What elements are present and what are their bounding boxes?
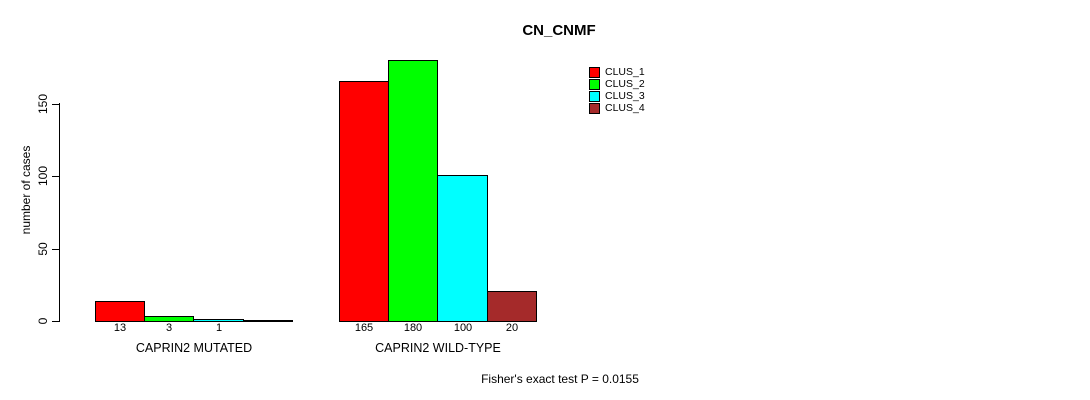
bar-value-label: 3: [165, 322, 173, 334]
y-tick-label: 150: [36, 93, 50, 115]
legend-label: CLUS_1: [605, 66, 645, 78]
bar-clus_2: [388, 60, 438, 322]
group-label: CAPRIN2 WILD-TYPE: [375, 341, 501, 355]
legend-row: CLUS_4: [589, 102, 645, 114]
legend-label: CLUS_2: [605, 78, 645, 90]
bar-clus_3: [437, 175, 488, 322]
bar-clus_1: [95, 301, 145, 322]
bar-value-label: 13: [113, 322, 127, 334]
bar-value-label: 180: [403, 322, 423, 334]
bar-value-label: 1: [215, 322, 223, 334]
bar-clus_1: [339, 81, 389, 322]
y-tick-label: 50: [36, 242, 50, 256]
legend-label: CLUS_4: [605, 102, 645, 114]
legend: CLUS_1 CLUS_2 CLUS_3 CLUS_4: [589, 66, 645, 114]
legend-row: CLUS_1: [589, 66, 645, 78]
legend-row: CLUS_3: [589, 90, 645, 102]
bar-clus_4: [487, 291, 537, 322]
y-tick-mark: [52, 104, 59, 105]
legend-row: CLUS_2: [589, 78, 645, 90]
bar-value-label: 20: [505, 322, 519, 334]
y-tick-label: 0: [36, 317, 50, 325]
y-axis-label: number of cases: [19, 145, 33, 235]
y-axis-line: [59, 103, 60, 322]
legend-swatch-clus_2: [589, 78, 600, 90]
bar-value-label: 165: [354, 322, 374, 334]
fisher-test-annotation: Fisher's exact test P = 0.0155: [481, 372, 639, 386]
legend-swatch-clus_3: [589, 90, 600, 102]
y-tick-mark: [52, 176, 59, 177]
legend-label: CLUS_3: [605, 90, 645, 102]
bar-value-label: 100: [453, 322, 473, 334]
group-label: CAPRIN2 MUTATED: [135, 341, 253, 355]
chart-title: CN_CNMF: [522, 22, 596, 39]
y-tick-mark: [52, 321, 59, 322]
y-tick-mark: [52, 249, 59, 250]
y-tick-label: 100: [36, 165, 50, 187]
legend-swatch-clus_4: [589, 102, 600, 114]
legend-swatch-clus_1: [589, 66, 600, 78]
bar-clus_4: [243, 320, 293, 322]
